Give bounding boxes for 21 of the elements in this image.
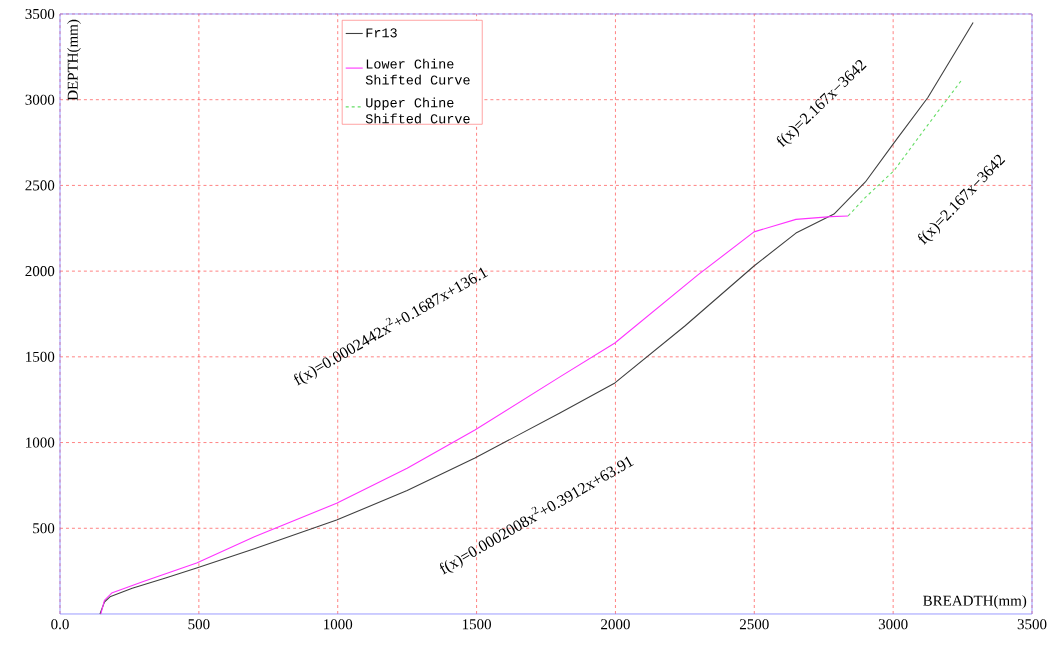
legend-label: Upper Chine Shifted Curve: [365, 97, 470, 124]
x-tick-label: 1500: [462, 619, 491, 630]
x-tick-label: 2000: [601, 619, 630, 630]
y-tick-label: 2500: [25, 180, 55, 191]
y-tick-label: 3500: [25, 8, 55, 20]
x-tick-label: 3000: [878, 619, 908, 630]
y-tick-label: 2000: [25, 266, 55, 277]
y-axis-title: DEPTH(mm): [67, 19, 81, 101]
x-tick-label: 0.0: [51, 619, 69, 630]
x-tick-label: 500: [188, 619, 210, 630]
y-tick-label: 3000: [25, 94, 55, 105]
y-tick-label: 500: [33, 523, 55, 534]
y-tick-label: 1000: [26, 437, 55, 448]
line-series: [100, 215, 849, 615]
x-tick-label: 2500: [739, 619, 769, 630]
legend-label: Lower Chine Shifted Curve: [365, 58, 470, 85]
x-axis-title: BREADTH(mm): [923, 595, 1027, 609]
x-tick-label: 3500: [1017, 619, 1047, 630]
x-tick-label: 1000: [324, 619, 353, 630]
legend-label: Fr13: [366, 28, 397, 38]
y-tick-label: 1500: [26, 351, 55, 362]
